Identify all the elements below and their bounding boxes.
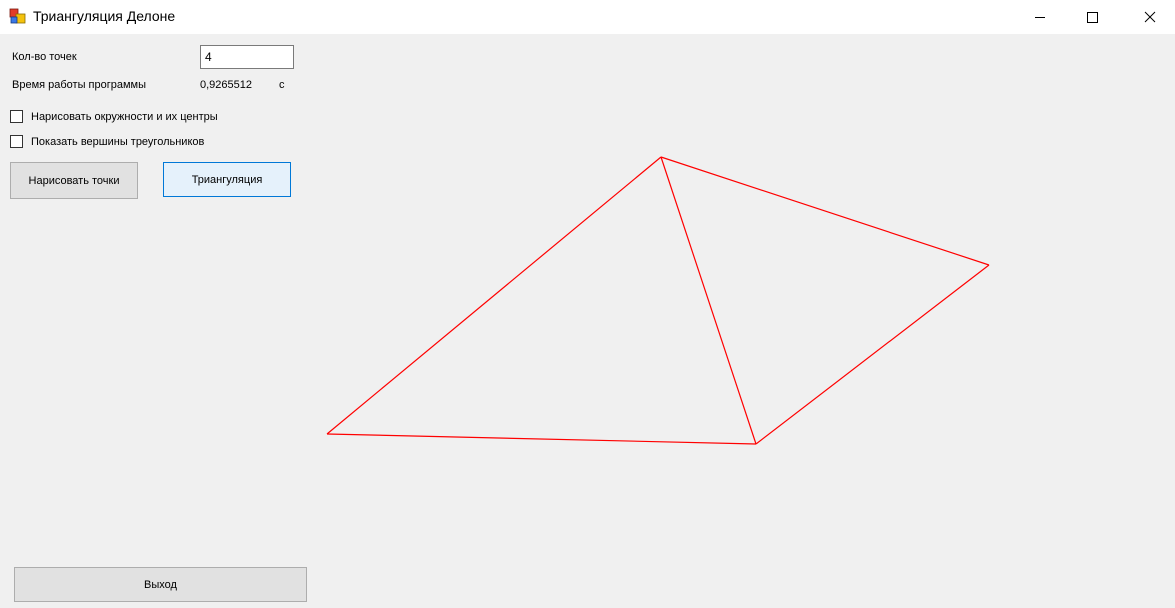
minimize-icon <box>1035 17 1045 18</box>
triangle-edge-1 <box>660 156 757 445</box>
title-bar[interactable]: Триангуляция Делоне <box>0 0 1175 34</box>
draw-points-button[interactable]: Нарисовать точки <box>10 162 138 199</box>
maximize-icon <box>1087 12 1098 23</box>
triangle-edge-2 <box>326 433 757 445</box>
app-icon <box>9 8 26 24</box>
show-vertices-checkbox[interactable] <box>10 135 23 148</box>
draw-circles-checkbox[interactable] <box>10 110 23 123</box>
triangle-edge-0 <box>326 156 662 435</box>
runtime-label: Время работы программы <box>12 79 147 91</box>
points-count-input[interactable] <box>200 45 294 69</box>
runtime-unit: с <box>279 79 285 91</box>
show-vertices-label: Показать вершины треугольников <box>31 135 205 148</box>
minimize-button[interactable] <box>1017 0 1063 34</box>
exit-button[interactable]: Выход <box>14 567 307 602</box>
draw-circles-option[interactable]: Нарисовать окружности и их центры <box>10 110 218 123</box>
points-count-label: Кол-во точек <box>12 51 77 63</box>
draw-circles-label: Нарисовать окружности и их центры <box>31 110 218 123</box>
close-icon <box>1144 11 1156 23</box>
triangle-edge-4 <box>755 264 990 445</box>
window-title: Триангуляция Делоне <box>33 8 176 24</box>
triangle-edge-3 <box>660 156 990 266</box>
show-vertices-option[interactable]: Показать вершины треугольников <box>10 135 204 148</box>
close-button[interactable] <box>1127 0 1173 34</box>
triangulate-button[interactable]: Триангуляция <box>163 162 291 197</box>
maximize-button[interactable] <box>1069 0 1115 34</box>
runtime-value: 0,9265512 <box>200 79 252 91</box>
